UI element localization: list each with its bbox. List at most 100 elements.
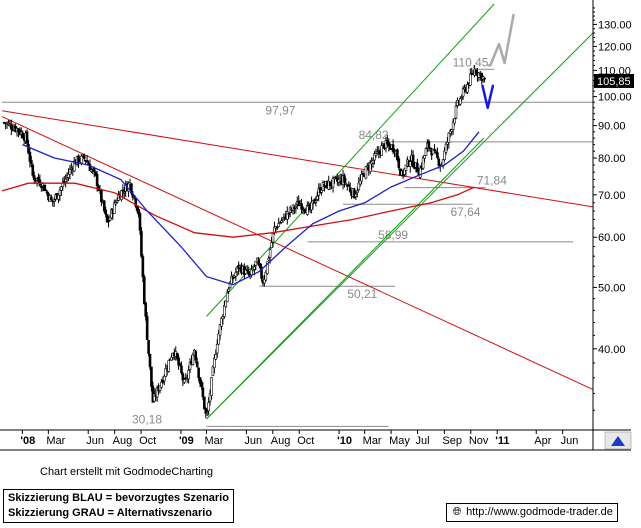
trend-lines bbox=[1, 3, 594, 420]
candle-body bbox=[144, 302, 148, 317]
website-url: http://www.godmode-trader.de bbox=[466, 506, 613, 518]
candle-body bbox=[253, 266, 256, 270]
candle-body bbox=[197, 367, 200, 378]
candle-body bbox=[421, 157, 425, 169]
candle-body bbox=[347, 184, 351, 187]
candle-body bbox=[195, 361, 199, 367]
candle-body bbox=[85, 160, 89, 163]
candle-body bbox=[466, 84, 469, 93]
level-label: 71,84 bbox=[477, 174, 507, 188]
candle-body bbox=[203, 396, 206, 410]
candle-body bbox=[150, 366, 153, 387]
candle-body bbox=[50, 196, 53, 201]
y-tick-label: 120.00 bbox=[598, 41, 632, 53]
candle-body bbox=[102, 200, 106, 212]
candle-body bbox=[180, 365, 183, 374]
candle-body bbox=[210, 377, 213, 396]
candle-body bbox=[396, 149, 399, 161]
candle-body bbox=[397, 158, 401, 168]
candle-body bbox=[207, 402, 210, 412]
candle-body bbox=[8, 123, 12, 125]
green-channel-line bbox=[206, 32, 594, 420]
candle-body bbox=[331, 178, 335, 188]
candle-body bbox=[181, 373, 185, 381]
candle-body bbox=[223, 305, 226, 317]
x-tick-label: Sep bbox=[442, 435, 462, 447]
legend-gray-scenario: Skizzierung GRAU = Alternativszenario bbox=[8, 507, 213, 519]
candle-body bbox=[114, 202, 117, 205]
candle-body bbox=[418, 167, 422, 178]
candle-body bbox=[277, 223, 280, 227]
candle-body bbox=[107, 220, 110, 223]
candle-body bbox=[297, 200, 301, 207]
candle-body bbox=[177, 357, 180, 366]
candle-body bbox=[100, 189, 103, 203]
candle-body bbox=[122, 191, 126, 194]
scenario-legend: Skizzierung BLAU = bevorzugtes Szenario … bbox=[3, 489, 234, 523]
candle-body bbox=[254, 260, 258, 266]
x-tick-label: Nov bbox=[469, 435, 489, 447]
candle-body bbox=[142, 276, 146, 304]
candle-body bbox=[408, 161, 412, 167]
candle-body bbox=[354, 193, 358, 198]
candle-body bbox=[82, 155, 86, 159]
candle-body bbox=[281, 217, 285, 220]
candle-body bbox=[427, 141, 431, 148]
candle-body bbox=[64, 178, 67, 182]
candle-body bbox=[460, 97, 464, 100]
y-tick-label: 80.00 bbox=[598, 153, 626, 165]
y-tick-label: 100.00 bbox=[598, 92, 632, 104]
candle-body bbox=[115, 200, 119, 203]
candle-body bbox=[264, 272, 268, 281]
red-moving-average bbox=[1, 182, 475, 238]
candle-body bbox=[380, 145, 383, 156]
moving-averages bbox=[1, 131, 480, 286]
candle-body bbox=[360, 174, 363, 182]
level-label: 30,18 bbox=[132, 412, 162, 426]
candle-body bbox=[366, 165, 369, 168]
candle-body bbox=[225, 292, 229, 303]
x-tick-label: Mar bbox=[205, 435, 224, 447]
candle-body bbox=[280, 220, 283, 223]
candle-body bbox=[183, 379, 186, 383]
candle-body bbox=[458, 98, 462, 105]
candle-body bbox=[92, 168, 96, 172]
blue-moving-average bbox=[22, 131, 480, 286]
x-tick-label: Oct bbox=[139, 435, 156, 447]
candle-body bbox=[247, 271, 250, 275]
candle-body bbox=[447, 132, 451, 143]
candle-body bbox=[461, 88, 465, 97]
candle-body bbox=[450, 129, 454, 132]
candle-body bbox=[361, 173, 365, 175]
website-link[interactable]: 🌐︎ http://www.godmode-trader.de bbox=[446, 503, 618, 522]
candle-body bbox=[58, 189, 62, 196]
candle-body bbox=[25, 131, 29, 144]
x-tick-label: Aug bbox=[113, 435, 133, 447]
candle-body bbox=[271, 233, 275, 243]
x-tick-label: Jun bbox=[244, 435, 262, 447]
x-tick-label: Jun bbox=[86, 435, 104, 447]
candle-body bbox=[221, 316, 225, 320]
y-tick-label: 40.00 bbox=[598, 344, 626, 356]
candle-body bbox=[391, 144, 395, 152]
chart-frame bbox=[0, 0, 632, 451]
candle-body bbox=[411, 154, 415, 168]
candle-body bbox=[285, 211, 289, 220]
candle-body bbox=[301, 207, 305, 210]
candle-body bbox=[231, 277, 235, 280]
candle-body bbox=[170, 356, 173, 361]
candle-body bbox=[134, 198, 138, 207]
candle-body bbox=[40, 186, 43, 188]
candle-body bbox=[120, 190, 123, 200]
x-tick-label: Jun bbox=[561, 435, 579, 447]
candle-body bbox=[257, 259, 260, 265]
candle-body bbox=[145, 316, 149, 340]
last-price-box bbox=[594, 73, 634, 88]
candle-body bbox=[454, 105, 458, 119]
candle-body bbox=[205, 411, 209, 414]
candle-body bbox=[214, 353, 218, 360]
candle-body bbox=[423, 155, 426, 159]
green-channel-line bbox=[206, 137, 485, 420]
candle-body bbox=[160, 381, 163, 388]
